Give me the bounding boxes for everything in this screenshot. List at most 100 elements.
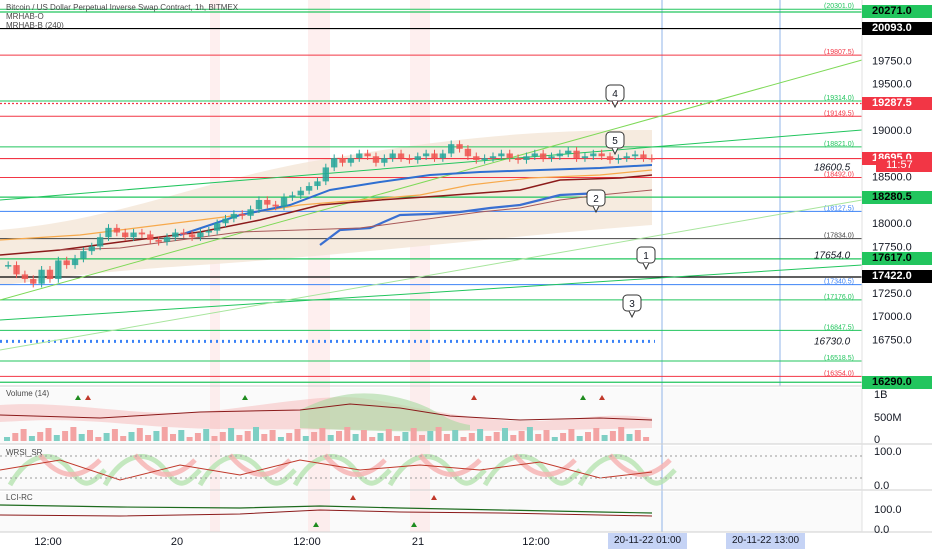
candle-body xyxy=(381,158,388,163)
candle-body xyxy=(548,156,555,159)
candle-body xyxy=(397,153,405,159)
candle-body xyxy=(13,265,20,275)
candle-body xyxy=(30,279,37,284)
ma-blue xyxy=(179,164,653,236)
volume-bar xyxy=(120,436,127,441)
volume-bar xyxy=(560,433,567,441)
marker-balloon: 5 xyxy=(605,131,625,156)
y-tick-label: 17250.0 xyxy=(872,288,912,300)
candle-body xyxy=(272,204,279,207)
candle-body xyxy=(556,153,564,157)
candle-body xyxy=(205,230,212,233)
volume-bar xyxy=(178,430,185,441)
volume-bar xyxy=(585,432,591,441)
signal-arrow xyxy=(471,395,477,400)
volume-bar xyxy=(427,431,434,441)
volume-bar xyxy=(336,431,342,441)
candle-body xyxy=(105,227,112,238)
candle-body xyxy=(331,158,338,168)
lci-line xyxy=(0,504,653,514)
panel-name: LCI-RC xyxy=(6,493,33,502)
marker-label: 3 xyxy=(629,299,635,310)
level-label: (16518.5) xyxy=(824,355,854,362)
level-label: (17340.5) xyxy=(824,279,854,286)
candle-body xyxy=(339,158,346,163)
session-band xyxy=(308,0,330,532)
volume-bar xyxy=(502,428,508,441)
volume-bar xyxy=(468,433,475,441)
candle-body xyxy=(130,232,137,238)
candle-body xyxy=(21,274,29,280)
volume-bar xyxy=(261,434,268,441)
volume-bar xyxy=(128,432,135,441)
candle-body xyxy=(514,158,522,160)
signal-arrow xyxy=(350,495,356,500)
volume-bar xyxy=(294,429,301,441)
wrsi-wave xyxy=(7,454,107,487)
wrsi-wave-red xyxy=(38,453,102,477)
volume-bar xyxy=(95,437,102,441)
candle-body xyxy=(305,186,313,191)
trend-line xyxy=(0,59,863,301)
panel-tick-label: 0.0 xyxy=(874,524,889,536)
volume-bar xyxy=(493,432,500,441)
candle-body xyxy=(96,237,104,247)
candle-body xyxy=(122,232,129,238)
marker-balloon: 1 xyxy=(636,246,656,271)
volume-bar xyxy=(170,434,176,441)
volume-bar xyxy=(460,437,467,441)
volume-bar xyxy=(53,435,60,441)
chart-price-text: 16730.0 xyxy=(814,336,851,347)
candle-body xyxy=(565,150,572,154)
candle-body xyxy=(473,156,480,160)
level-label: (18821.0) xyxy=(824,141,854,148)
candle-body xyxy=(422,153,430,157)
chart-price-text: 18600.5 xyxy=(814,162,851,173)
marker-pointer xyxy=(611,100,619,109)
volume-bar xyxy=(618,427,625,441)
candle-body xyxy=(38,269,45,284)
wrsi-wave-red xyxy=(608,453,672,477)
volume-bar xyxy=(609,431,616,441)
candle-body xyxy=(280,197,288,207)
volume-bar xyxy=(402,432,409,441)
x-tick-label: 12:00 xyxy=(293,536,321,548)
wrsi-wave-red xyxy=(513,453,577,477)
marker-label: 2 xyxy=(593,194,599,205)
volume-bar xyxy=(277,437,284,441)
volume-bar xyxy=(136,428,143,441)
panel-name: Volume (14) xyxy=(6,389,49,398)
volume-bar xyxy=(103,433,110,441)
volume-bar xyxy=(369,437,376,441)
indicator-label-mrhab-o: MRHAB-O xyxy=(6,12,44,21)
level-label: (17834.0) xyxy=(824,233,854,240)
volume-bar xyxy=(20,429,27,441)
level-label: (20301.0) xyxy=(824,3,854,10)
volume-bar xyxy=(186,437,193,441)
chart-price-text: 17654.0 xyxy=(814,250,851,261)
price-tag: 18280.5 xyxy=(862,190,932,204)
candle-body xyxy=(188,234,196,238)
candle-body xyxy=(138,232,146,235)
wrsi-wave xyxy=(102,454,202,487)
volume-bar xyxy=(244,431,251,441)
volume-bar xyxy=(551,437,558,441)
volume-bar xyxy=(543,430,550,441)
candle-body xyxy=(356,153,363,159)
volume-bar xyxy=(194,433,201,441)
signal-arrow xyxy=(85,395,91,400)
level-label: (19807.5) xyxy=(824,49,854,56)
trend-line xyxy=(0,264,863,321)
volume-ma xyxy=(0,403,653,421)
candle-body xyxy=(489,156,497,159)
y-tick-label: 16750.0 xyxy=(872,334,912,346)
volume-bar xyxy=(360,430,367,441)
signal-arrow xyxy=(580,395,586,400)
candle-body xyxy=(247,209,254,216)
x-tick-label: 20 xyxy=(171,536,183,548)
volume-bar xyxy=(37,432,44,441)
marker-balloon: 2 xyxy=(586,189,606,214)
x-tick-label: 12:00 xyxy=(522,536,550,548)
marker-pointer xyxy=(628,310,636,319)
